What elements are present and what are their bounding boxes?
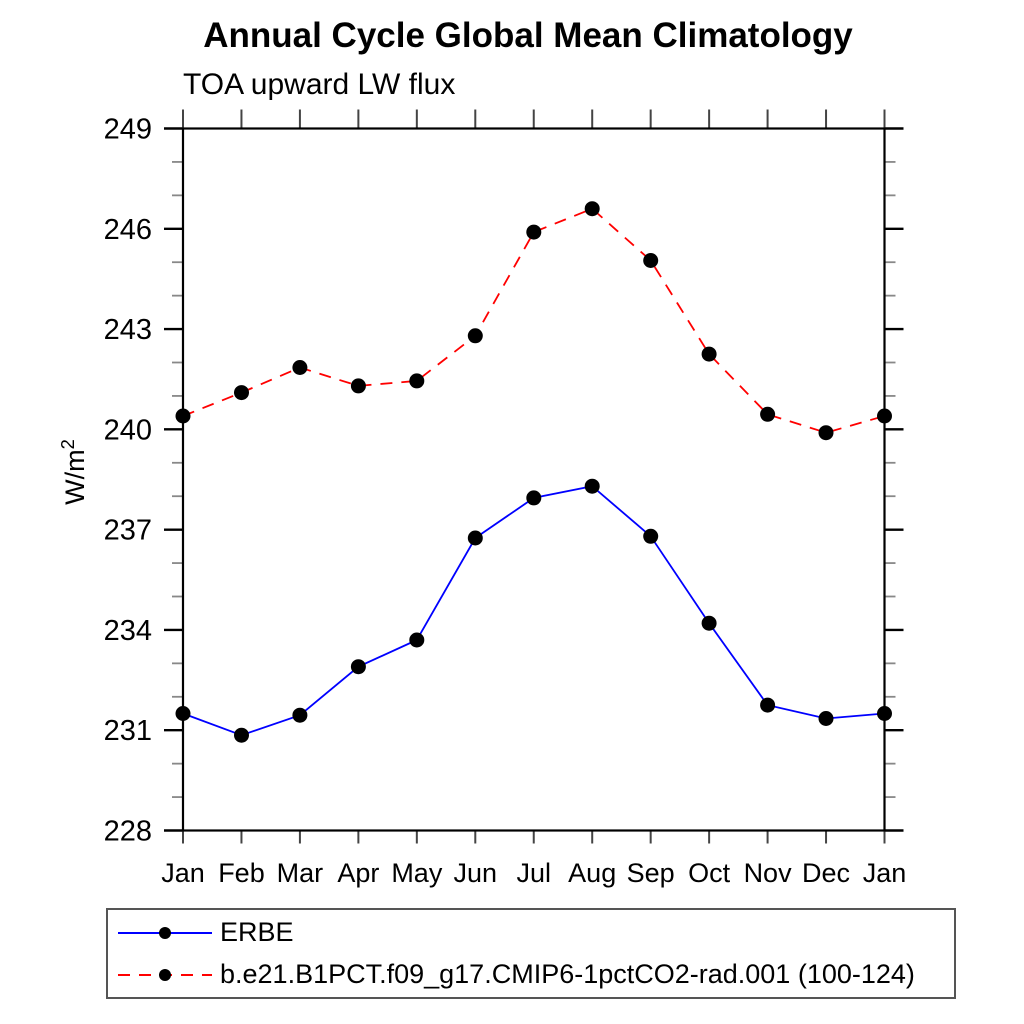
x-tick-label: Jul xyxy=(516,858,551,888)
chart-title: Annual Cycle Global Mean Climatology xyxy=(203,16,853,55)
data-point xyxy=(526,224,542,240)
data-point xyxy=(350,378,366,394)
series-erbe xyxy=(175,478,892,743)
data-point xyxy=(467,328,483,344)
data-point xyxy=(292,707,308,723)
y-axis-tick-labels: 228 231 234 237 240 243 246 249 xyxy=(104,114,152,848)
series-line xyxy=(182,207,885,434)
chart-subtitle: TOA upward LW flux xyxy=(183,68,456,101)
x-tick-label: Nov xyxy=(744,858,793,888)
x-tick-label: Jun xyxy=(454,858,498,888)
x-tick-label: Apr xyxy=(337,858,379,888)
y-tick-label: 243 xyxy=(104,314,152,346)
x-tick-label: Aug xyxy=(568,858,616,888)
data-point xyxy=(467,530,483,546)
legend-item-erbe: ERBE xyxy=(114,914,954,952)
series-model xyxy=(175,201,892,441)
legend-label-model: b.e21.B1PCT.f09_g17.CMIP6-1pctCO2-rad.00… xyxy=(220,959,915,989)
x-tick-label: Dec xyxy=(802,858,850,888)
data-point xyxy=(643,253,659,268)
data-point xyxy=(877,408,892,424)
data-point xyxy=(818,711,834,726)
data-point xyxy=(350,659,366,675)
y-tick-label: 231 xyxy=(104,715,152,747)
y-tick-label: 237 xyxy=(104,515,152,547)
data-point xyxy=(409,373,425,389)
y-tick-label: 234 xyxy=(104,615,152,647)
data-point xyxy=(292,360,308,375)
data-point xyxy=(877,706,892,721)
data-point xyxy=(760,406,776,422)
y-tick-label: 249 xyxy=(104,114,152,146)
data-point xyxy=(818,425,834,441)
data-point xyxy=(175,408,191,424)
data-point xyxy=(701,346,717,362)
data-point xyxy=(701,615,717,631)
series-line xyxy=(182,485,885,737)
data-point xyxy=(234,385,249,401)
legend-line-sample-erbe xyxy=(118,926,212,939)
data-point xyxy=(234,727,249,743)
x-tick-label: Mar xyxy=(277,858,324,888)
data-point xyxy=(760,697,776,713)
legend-item-model: b.e21.B1PCT.f09_g17.CMIP6-1pctCO2-rad.00… xyxy=(114,956,954,994)
y-tick-label: 228 xyxy=(104,816,152,848)
x-tick-label: Oct xyxy=(688,858,731,888)
x-axis-tick-labels: Jan Feb Mar Apr May Jun Jul Aug Sep Oct Nov Dec Jan xyxy=(161,858,906,888)
legend: ERBE b.e21.B1PCT.f09_g17.CMIP6-1pctCO2-r… xyxy=(106,908,956,999)
y-tick-label: 240 xyxy=(104,414,152,446)
x-tick-label: May xyxy=(391,858,443,888)
x-tick-label: Jan xyxy=(863,858,907,888)
y-axis-ticks xyxy=(164,127,904,832)
data-point xyxy=(175,706,191,721)
x-tick-label: Feb xyxy=(218,858,265,888)
data-point xyxy=(584,478,600,494)
x-axis-ticks xyxy=(182,109,886,844)
data-point xyxy=(584,201,600,217)
y-tick-label: 246 xyxy=(104,214,152,246)
data-point xyxy=(409,632,425,648)
plot-frame xyxy=(181,127,886,832)
legend-line-sample-model xyxy=(118,968,212,981)
x-tick-label: Jan xyxy=(161,858,205,888)
x-tick-label: Sep xyxy=(627,858,675,888)
data-point xyxy=(526,490,542,506)
legend-label-erbe: ERBE xyxy=(220,917,294,947)
data-point xyxy=(643,528,659,544)
